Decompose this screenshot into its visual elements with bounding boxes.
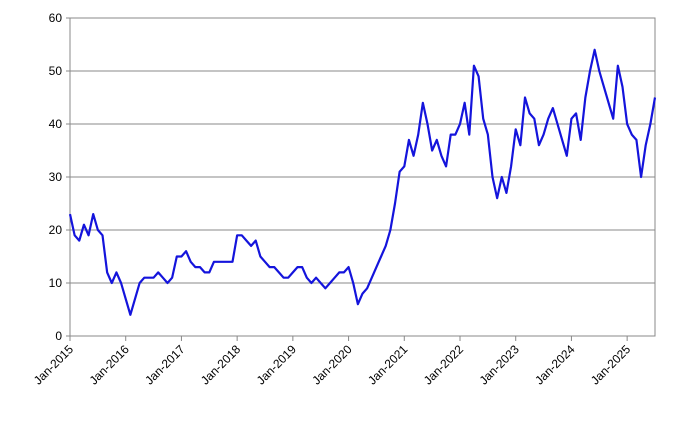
y-tick-label: 40 [49, 117, 63, 131]
y-tick-label: 0 [55, 329, 62, 343]
x-tick-label: Jan-2016 [87, 342, 133, 388]
y-tick-label: 10 [49, 276, 63, 290]
y-tick-label: 30 [49, 170, 63, 184]
x-tick-label: Jan-2020 [309, 342, 355, 388]
line-series [68, 48, 657, 316]
x-tick-label: Jan-2021 [365, 342, 411, 388]
x-tick-label: Jan-2018 [198, 342, 244, 388]
x-tick-label: Jan-2015 [31, 342, 77, 388]
x-tick-label: Jan-2019 [254, 342, 300, 388]
x-tick-label: Jan-2022 [421, 342, 467, 388]
y-tick-label: 20 [49, 223, 63, 237]
x-tick-label: Jan-2023 [477, 342, 523, 388]
x-tick-label: Jan-2024 [532, 342, 578, 388]
y-tick-label: 60 [49, 11, 63, 25]
x-tick-label: Jan-2025 [588, 342, 634, 388]
plot-border [69, 17, 656, 337]
y-tick-label: 50 [49, 64, 63, 78]
x-tick-label: Jan-2017 [142, 342, 188, 388]
